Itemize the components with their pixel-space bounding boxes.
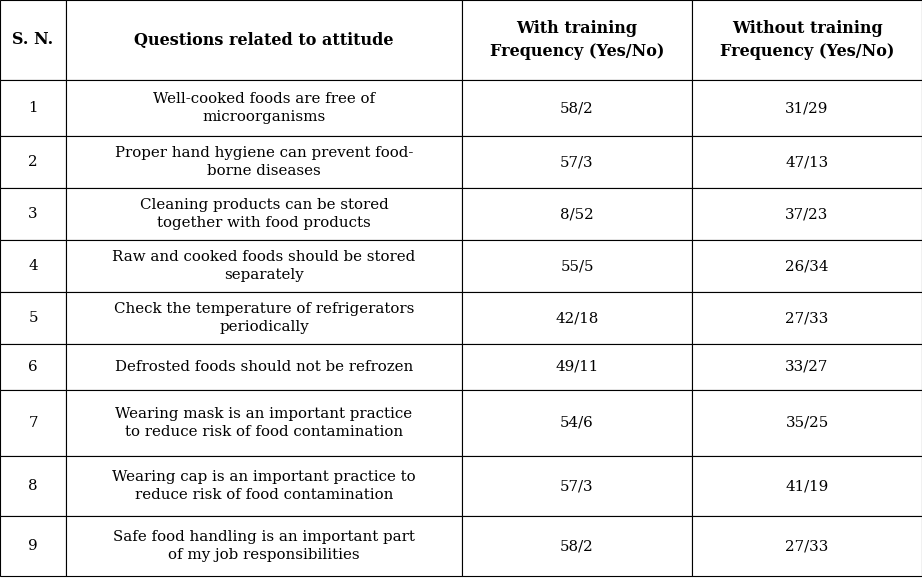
Text: 6: 6 — [29, 360, 38, 374]
Bar — [462, 136, 692, 188]
Bar — [0, 390, 66, 456]
Bar — [0, 80, 66, 136]
Text: 31/29: 31/29 — [786, 101, 829, 115]
Bar — [66, 516, 462, 576]
Bar — [462, 344, 692, 390]
Text: 57/3: 57/3 — [561, 155, 594, 169]
Bar — [692, 136, 922, 188]
Bar — [0, 456, 66, 516]
Bar — [0, 292, 66, 344]
Text: 9: 9 — [29, 539, 38, 553]
Text: 47/13: 47/13 — [786, 155, 829, 169]
Bar — [462, 390, 692, 456]
Text: Wearing cap is an important practice to
reduce risk of food contamination: Wearing cap is an important practice to … — [112, 470, 416, 502]
Bar — [66, 292, 462, 344]
Bar — [0, 516, 66, 576]
Text: 57/3: 57/3 — [561, 479, 594, 493]
Bar — [0, 136, 66, 188]
Bar — [462, 456, 692, 516]
Text: Check the temperature of refrigerators
periodically: Check the temperature of refrigerators p… — [113, 302, 414, 334]
Bar — [66, 344, 462, 390]
Bar — [462, 188, 692, 240]
Bar — [66, 188, 462, 240]
Text: 5: 5 — [29, 311, 38, 325]
Text: 42/18: 42/18 — [555, 311, 598, 325]
Text: With training
Frequency (Yes/No): With training Frequency (Yes/No) — [490, 21, 664, 60]
Text: Cleaning products can be stored
together with food products: Cleaning products can be stored together… — [139, 198, 388, 230]
Bar — [0, 344, 66, 390]
Text: 27/33: 27/33 — [786, 311, 829, 325]
Text: Raw and cooked foods should be stored
separately: Raw and cooked foods should be stored se… — [112, 250, 416, 282]
Text: 58/2: 58/2 — [561, 539, 594, 553]
Text: Questions related to attitude: Questions related to attitude — [135, 32, 394, 49]
Text: Without training
Frequency (Yes/No): Without training Frequency (Yes/No) — [720, 21, 894, 60]
Bar — [0, 188, 66, 240]
Text: Well-cooked foods are free of
microorganisms: Well-cooked foods are free of microorgan… — [153, 92, 375, 124]
Text: 33/27: 33/27 — [786, 360, 829, 374]
Bar — [692, 292, 922, 344]
Text: 1: 1 — [29, 101, 38, 115]
Text: 2: 2 — [29, 155, 38, 169]
Bar — [462, 292, 692, 344]
Text: 37/23: 37/23 — [786, 207, 829, 221]
Bar — [66, 0, 462, 80]
Bar — [692, 456, 922, 516]
Text: Defrosted foods should not be refrozen: Defrosted foods should not be refrozen — [115, 360, 413, 374]
Text: Proper hand hygiene can prevent food-
borne diseases: Proper hand hygiene can prevent food- bo… — [115, 146, 413, 178]
Text: 8: 8 — [29, 479, 38, 493]
Bar — [66, 456, 462, 516]
Bar — [66, 136, 462, 188]
Text: S. N.: S. N. — [12, 32, 53, 49]
Bar — [462, 0, 692, 80]
Bar — [692, 80, 922, 136]
Text: 8/52: 8/52 — [561, 207, 594, 221]
Text: 54/6: 54/6 — [561, 416, 594, 430]
Text: 4: 4 — [29, 259, 38, 273]
Text: 26/34: 26/34 — [786, 259, 829, 273]
Bar — [66, 390, 462, 456]
Bar — [692, 516, 922, 576]
Text: 35/25: 35/25 — [786, 416, 829, 430]
Text: 58/2: 58/2 — [561, 101, 594, 115]
Text: 55/5: 55/5 — [561, 259, 594, 273]
Bar — [462, 80, 692, 136]
Text: 49/11: 49/11 — [555, 360, 598, 374]
Bar — [692, 240, 922, 292]
Text: Safe food handling is an important part
of my job responsibilities: Safe food handling is an important part … — [113, 530, 415, 562]
Bar — [462, 240, 692, 292]
Bar — [692, 0, 922, 80]
Bar — [692, 390, 922, 456]
Text: 7: 7 — [29, 416, 38, 430]
Bar — [0, 240, 66, 292]
Text: 41/19: 41/19 — [786, 479, 829, 493]
Bar — [692, 344, 922, 390]
Text: 3: 3 — [29, 207, 38, 221]
Bar — [66, 80, 462, 136]
Text: Wearing mask is an important practice
to reduce risk of food contamination: Wearing mask is an important practice to… — [115, 407, 412, 439]
Bar — [692, 188, 922, 240]
Bar — [66, 240, 462, 292]
Text: 27/33: 27/33 — [786, 539, 829, 553]
Bar — [462, 516, 692, 576]
Bar — [0, 0, 66, 80]
